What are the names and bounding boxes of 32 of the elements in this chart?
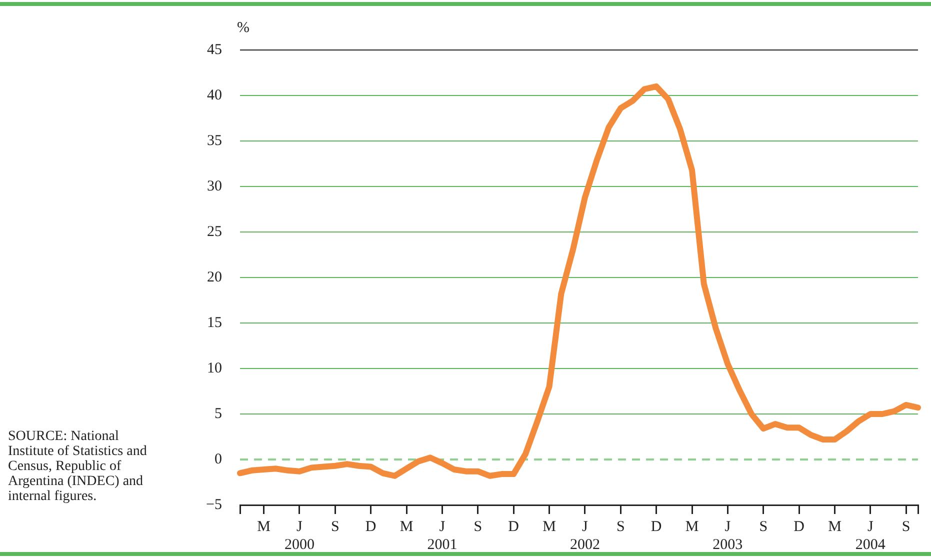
y-tick-label: 5 — [214, 406, 222, 422]
y-tick-label: 10 — [207, 360, 222, 376]
x-tick-label: M — [400, 518, 414, 535]
x-tick-label: S — [616, 518, 625, 535]
y-tick-label: 25 — [207, 224, 222, 240]
x-tick-label: D — [794, 518, 805, 535]
y-tick-label: 40 — [207, 87, 222, 104]
x-tick-label: M — [542, 518, 556, 535]
x-tick-label: J 2002 — [570, 518, 600, 553]
y-tick-label: 45 — [207, 42, 222, 58]
x-tick-label: D — [650, 518, 662, 535]
x-tick-label: S — [902, 518, 910, 535]
y-axis-title: % — [237, 20, 250, 36]
y-tick-label: 15 — [207, 314, 222, 331]
y-tick-label: −5 — [206, 496, 222, 513]
y-tick-label: 30 — [207, 178, 222, 194]
x-tick-label: J 2003 — [712, 518, 743, 553]
x-tick-label: D — [365, 518, 376, 535]
x-tick-label: D — [508, 518, 520, 535]
x-tick-label: J 2004 — [855, 518, 886, 553]
source-note: SOURCE: National Institute of Statistics and Census, Republic of Argentina (INDEC) and internal figures. — [8, 429, 148, 504]
y-tick-label: 20 — [207, 269, 222, 286]
y-tick-label: 35 — [207, 132, 222, 149]
x-tick-label: J 2001 — [427, 518, 458, 553]
y-tick-label: 0 — [214, 451, 222, 468]
x-tick-label: M — [257, 518, 270, 535]
x-tick-label: M — [828, 518, 842, 535]
x-tick-label: S — [330, 518, 340, 535]
x-tick-label: J 2000 — [284, 518, 314, 553]
x-tick-label: S — [759, 518, 768, 535]
x-tick-label: M — [685, 518, 699, 535]
x-tick-label: S — [474, 518, 482, 535]
